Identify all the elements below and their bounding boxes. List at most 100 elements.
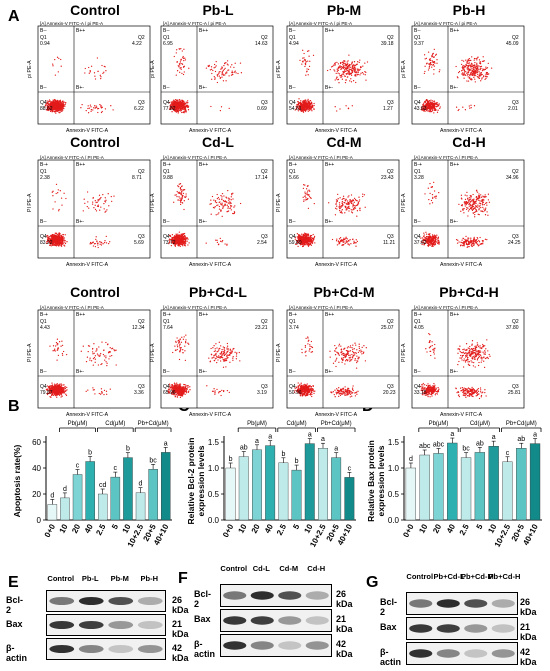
event-dot bbox=[308, 100, 310, 102]
event-dot bbox=[353, 242, 356, 244]
event-dot bbox=[179, 241, 181, 243]
event-dot bbox=[467, 80, 470, 82]
event-dot bbox=[304, 101, 306, 103]
event-dot bbox=[296, 103, 298, 106]
event-dot bbox=[49, 110, 52, 113]
event-dot bbox=[51, 236, 53, 238]
event-dot bbox=[348, 195, 350, 197]
event-dot bbox=[303, 104, 306, 106]
event-dot bbox=[482, 56, 484, 58]
event-dot bbox=[54, 58, 56, 61]
event-dot bbox=[221, 202, 223, 204]
event-dot bbox=[356, 68, 358, 70]
event-dot bbox=[431, 193, 434, 196]
x-axis-label: Annexin-V FITC-A bbox=[315, 128, 358, 134]
event-dot bbox=[349, 198, 351, 201]
q2-value: 34.96 bbox=[506, 175, 519, 181]
event-dot bbox=[301, 238, 303, 240]
event-dot bbox=[439, 106, 441, 108]
event-dot bbox=[484, 194, 486, 196]
event-dot bbox=[103, 208, 105, 210]
event-dot bbox=[211, 78, 213, 80]
event-dot bbox=[50, 238, 52, 241]
event-dot bbox=[349, 80, 351, 82]
event-dot bbox=[175, 101, 178, 103]
event-dot bbox=[433, 240, 435, 242]
event-dot bbox=[480, 72, 482, 74]
event-dot bbox=[80, 107, 82, 109]
event-dot bbox=[460, 241, 462, 243]
event-dot bbox=[465, 203, 467, 206]
event-dot bbox=[435, 195, 438, 197]
event-dot bbox=[60, 384, 63, 386]
event-dot bbox=[433, 48, 435, 51]
event-dot bbox=[207, 65, 209, 67]
event-dot bbox=[85, 109, 87, 112]
event-dot bbox=[224, 201, 226, 203]
event-dot bbox=[311, 104, 314, 107]
event-dot bbox=[345, 65, 347, 67]
q4-value: 43.63 bbox=[414, 106, 427, 112]
event-dot bbox=[112, 109, 114, 111]
event-dot bbox=[62, 242, 65, 244]
event-dot bbox=[346, 203, 348, 206]
event-dot bbox=[338, 209, 341, 212]
event-dot bbox=[360, 72, 362, 74]
q1-value: 5.66 bbox=[289, 175, 299, 181]
event-dot bbox=[336, 70, 338, 72]
event-dot bbox=[354, 67, 356, 70]
event-dot bbox=[486, 76, 488, 78]
event-dot bbox=[347, 207, 350, 209]
event-dot bbox=[308, 189, 310, 191]
event-dot bbox=[353, 70, 356, 72]
event-dot bbox=[300, 242, 302, 244]
event-dot bbox=[179, 235, 182, 237]
event-dot bbox=[304, 236, 306, 239]
event-dot bbox=[433, 237, 435, 240]
event-dot bbox=[222, 80, 225, 82]
event-dot bbox=[338, 238, 341, 240]
event-dot bbox=[309, 60, 311, 62]
event-dot bbox=[461, 204, 463, 206]
event-dot bbox=[180, 240, 182, 242]
event-dot bbox=[432, 242, 435, 244]
event-dot bbox=[295, 108, 297, 110]
event-dot bbox=[180, 199, 182, 201]
event-dot bbox=[470, 59, 472, 62]
event-dot bbox=[424, 70, 426, 73]
event-dot bbox=[423, 106, 425, 108]
event-dot bbox=[478, 241, 481, 243]
event-dot bbox=[455, 238, 458, 241]
event-dot bbox=[307, 103, 309, 105]
event-dot bbox=[214, 206, 216, 208]
event-dot bbox=[353, 71, 355, 73]
event-dot bbox=[98, 199, 100, 201]
event-dot bbox=[44, 104, 47, 107]
event-dot bbox=[345, 200, 347, 202]
event-dot bbox=[358, 196, 360, 198]
event-dot bbox=[306, 193, 308, 195]
event-dot bbox=[336, 244, 339, 246]
event-dot bbox=[221, 72, 223, 74]
event-dot bbox=[180, 100, 182, 102]
event-dot bbox=[308, 195, 311, 197]
event-dot bbox=[357, 70, 359, 72]
event-dot bbox=[348, 240, 350, 242]
event-dot bbox=[476, 189, 478, 191]
event-dot bbox=[469, 202, 471, 204]
event-dot bbox=[48, 240, 50, 243]
event-dot bbox=[425, 109, 428, 112]
event-dot bbox=[219, 77, 221, 80]
event-dot bbox=[60, 110, 63, 112]
event-dot bbox=[168, 242, 170, 245]
event-dot bbox=[423, 102, 425, 104]
event-dot bbox=[51, 382, 53, 384]
event-dot bbox=[89, 243, 91, 245]
event-dot bbox=[304, 99, 307, 101]
event-dot bbox=[180, 192, 183, 194]
event-dot bbox=[103, 65, 105, 68]
event-dot bbox=[181, 102, 184, 104]
event-dot bbox=[309, 235, 311, 237]
event-dot bbox=[359, 66, 362, 69]
event-dot bbox=[176, 60, 178, 63]
